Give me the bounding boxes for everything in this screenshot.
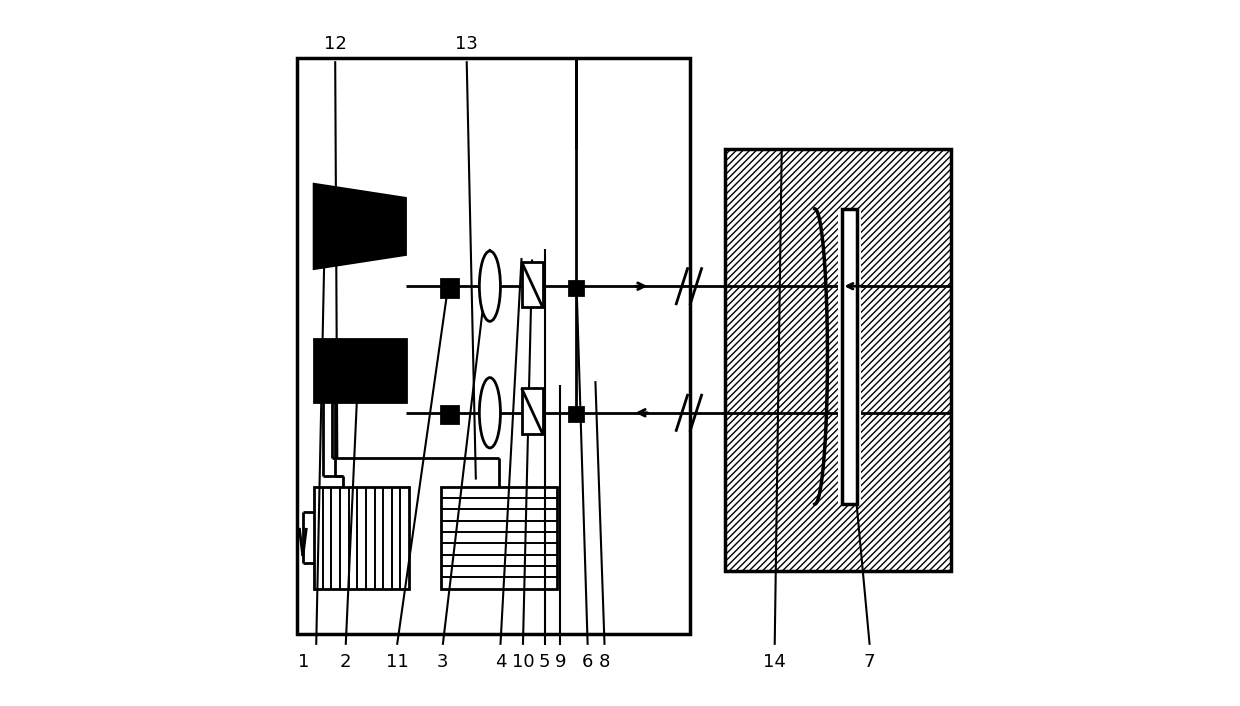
Bar: [569, 280, 584, 294]
Ellipse shape: [480, 378, 501, 448]
Bar: [440, 279, 459, 297]
Text: 11: 11: [386, 654, 408, 671]
Bar: [569, 407, 584, 421]
Text: 4: 4: [495, 654, 506, 671]
Polygon shape: [522, 262, 543, 307]
Text: 7: 7: [864, 654, 875, 671]
Bar: [842, 209, 857, 504]
Bar: [725, 149, 951, 571]
Text: 13: 13: [455, 35, 479, 52]
Polygon shape: [522, 388, 543, 434]
Bar: [296, 58, 691, 634]
Text: 14: 14: [764, 654, 786, 671]
Text: 9: 9: [554, 654, 565, 671]
Bar: [838, 209, 861, 504]
Text: 3: 3: [436, 654, 449, 671]
Bar: [314, 339, 405, 402]
Bar: [440, 486, 557, 589]
Ellipse shape: [480, 251, 501, 321]
Text: 1: 1: [298, 654, 309, 671]
Polygon shape: [314, 184, 405, 268]
Text: 10: 10: [512, 654, 534, 671]
Text: 12: 12: [324, 35, 347, 52]
Text: 2: 2: [340, 654, 351, 671]
Text: 8: 8: [599, 654, 610, 671]
Bar: [440, 406, 459, 424]
Bar: [314, 486, 409, 589]
Text: 6: 6: [582, 654, 593, 671]
Text: 5: 5: [539, 654, 551, 671]
